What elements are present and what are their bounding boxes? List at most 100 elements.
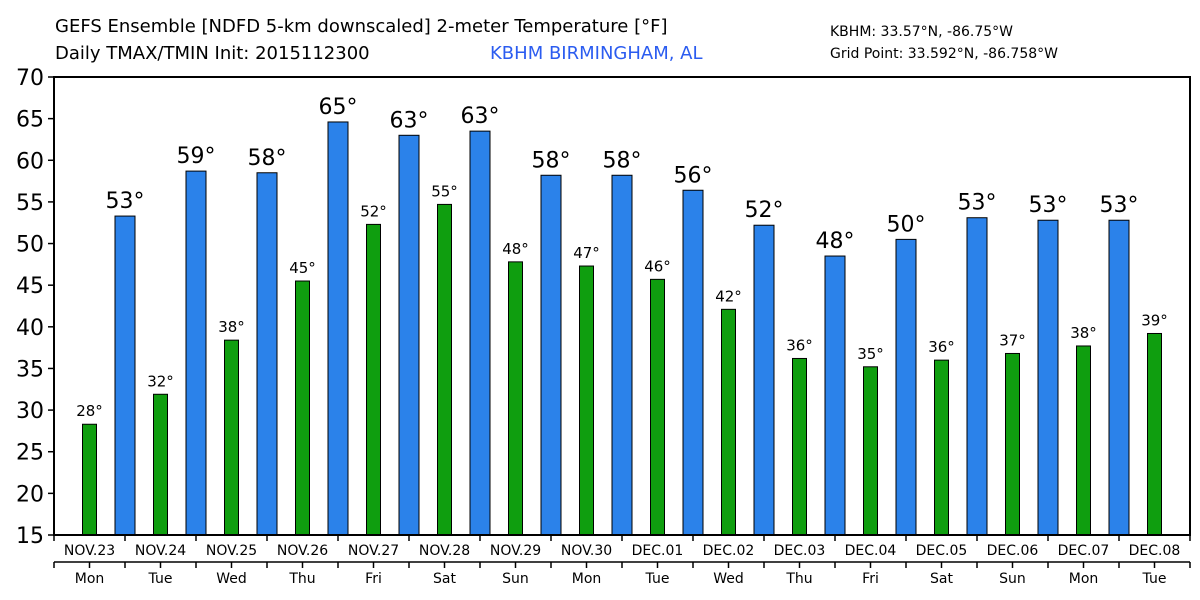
tmin-bar (1005, 352, 1020, 536)
date-label: DEC.03 (774, 543, 826, 559)
y-tick-label: 15 (16, 524, 44, 549)
y-tick-label: 25 (16, 441, 44, 466)
tmin-bar (579, 265, 594, 536)
date-label: NOV.27 (348, 543, 399, 559)
date-label: DEC.08 (1129, 543, 1181, 559)
tmax-label: 53° (958, 191, 997, 216)
weekday-label: Tue (1142, 571, 1167, 587)
tmax-label: 56° (674, 163, 713, 188)
tmin-bar (82, 423, 97, 536)
tmin-bar (153, 393, 168, 536)
tmax-label: 48° (816, 229, 855, 254)
tmax-bar (327, 121, 349, 536)
date-label: DEC.02 (703, 543, 755, 559)
tmax-label: 53° (106, 189, 145, 214)
tmin-bar (1076, 345, 1091, 536)
weekday-label: Fri (862, 571, 879, 587)
tmin-label: 48° (502, 240, 529, 258)
tmax-bar (1037, 219, 1059, 536)
tmin-label: 52° (360, 202, 387, 220)
tmax-bar (895, 238, 917, 536)
tmin-label: 32° (147, 372, 174, 390)
tmin-label: 45° (289, 259, 316, 277)
tmin-label: 36° (928, 338, 955, 356)
tmin-label: 38° (218, 318, 245, 336)
tmax-bar (1108, 219, 1130, 536)
station-name: KBHM BIRMINGHAM, AL (490, 43, 703, 64)
weekday-label: Sat (433, 571, 456, 587)
tmax-bar (824, 255, 846, 536)
tmin-bar (792, 357, 807, 536)
date-label: DEC.01 (632, 543, 684, 559)
y-tick-label: 45 (16, 274, 44, 299)
tmin-label: 46° (644, 257, 671, 275)
tmin-label: 47° (573, 244, 600, 262)
tmin-bar (366, 223, 381, 536)
y-tick-label: 55 (16, 191, 44, 216)
tmin-label: 39° (1141, 311, 1168, 329)
tmin-bar (437, 203, 452, 536)
y-tick-label: 20 (16, 482, 44, 507)
date-label: NOV.24 (135, 543, 186, 559)
grid-point: Grid Point: 33.592°N, -86.758°W (830, 46, 1058, 62)
tmax-label: 58° (532, 148, 571, 173)
tmax-label: 65° (319, 95, 358, 120)
date-label: DEC.04 (845, 543, 897, 559)
tmin-bar (1147, 332, 1162, 536)
tmin-bar (295, 280, 310, 536)
weekday-label: Fri (365, 571, 382, 587)
tmax-bar (682, 189, 704, 536)
tmax-bar (256, 172, 278, 536)
weekday-label: Mon (572, 571, 602, 587)
y-tick-label: 40 (16, 316, 44, 341)
tmax-bar (185, 170, 207, 536)
tmin-bar (508, 261, 523, 536)
tmin-bar (650, 278, 665, 536)
weekday-label: Wed (216, 571, 247, 587)
tmin-label: 42° (715, 287, 742, 305)
tmax-label: 53° (1029, 193, 1068, 218)
weekday-label: Tue (148, 571, 173, 587)
weekday-label: Tue (645, 571, 670, 587)
chart-title: GEFS Ensemble [NDFD 5-km downscaled] 2-m… (55, 16, 668, 37)
date-label: NOV.26 (277, 543, 328, 559)
station-coords: KBHM: 33.57°N, -86.75°W (830, 24, 1013, 40)
y-tick-label: 30 (16, 399, 44, 424)
tmax-bar (753, 224, 775, 536)
date-label: NOV.29 (490, 543, 541, 559)
chart-subtitle: Daily TMAX/TMIN Init: 2015112300 (55, 43, 370, 64)
tmin-label: 55° (431, 182, 458, 200)
tmax-label: 63° (461, 104, 500, 129)
tmin-bar (224, 339, 239, 536)
weekday-label: Thu (288, 571, 315, 587)
date-label: DEC.05 (916, 543, 968, 559)
tmax-bar (469, 130, 491, 536)
tmax-label: 58° (603, 148, 642, 173)
tmax-bar (114, 215, 136, 536)
tmin-label: 38° (1070, 324, 1097, 342)
tmax-label: 59° (177, 144, 216, 169)
tmax-bar (611, 174, 633, 536)
tmin-label: 35° (857, 345, 884, 363)
weekday-label: Wed (713, 571, 744, 587)
weekday-label: Mon (1069, 571, 1099, 587)
y-tick-label: 35 (16, 357, 44, 382)
tmin-bar (721, 308, 736, 536)
tmax-label: 63° (390, 108, 429, 133)
y-tick-label: 50 (16, 233, 44, 258)
tmin-label: 36° (786, 336, 813, 354)
tmin-label: 28° (76, 402, 103, 420)
tmax-label: 53° (1100, 193, 1139, 218)
y-tick-label: 65 (16, 108, 44, 133)
weekday-label: Sun (502, 571, 529, 587)
tmin-bar (934, 359, 949, 536)
weekday-label: Sun (999, 571, 1026, 587)
weekday-label: Mon (75, 571, 105, 587)
date-label: NOV.30 (561, 543, 612, 559)
tmax-label: 52° (745, 198, 784, 223)
y-tick-label: 70 (16, 66, 44, 91)
tmin-label: 37° (999, 331, 1026, 349)
tmax-bar (966, 217, 988, 536)
